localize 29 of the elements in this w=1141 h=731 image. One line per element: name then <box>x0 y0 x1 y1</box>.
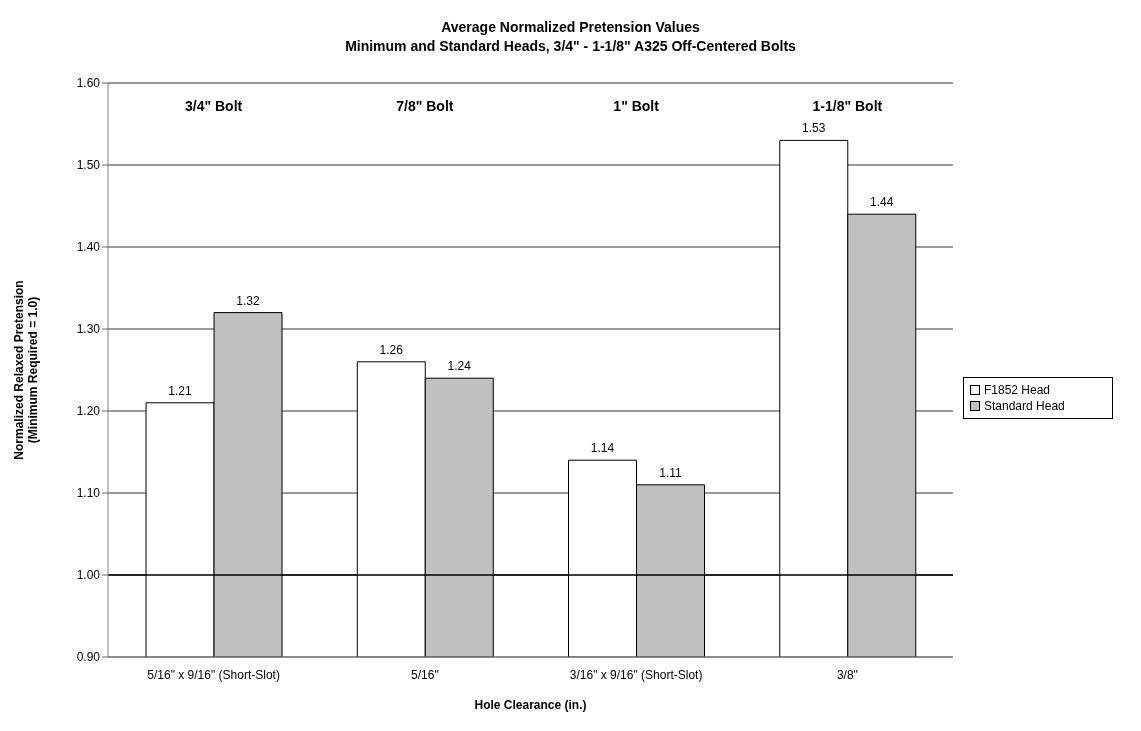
legend-label: Standard Head <box>984 398 1065 414</box>
y-tick-label: 1.30 <box>76 322 101 337</box>
x-tick-label: 5/16" <box>411 668 439 682</box>
data-label: 1.24 <box>447 359 472 374</box>
data-label: 1.32 <box>236 293 261 308</box>
x-tick-label: 3/16" x 9/16" (Short-Slot) <box>569 668 703 682</box>
annotation: 7/8" Bolt <box>396 98 454 114</box>
annotation: 3/4" Bolt <box>185 98 243 114</box>
y-tick-label: 1.60 <box>76 76 101 91</box>
y-tick-label: 1.50 <box>76 158 101 173</box>
annotation: 1" Bolt <box>613 98 660 114</box>
data-label: 1.11 <box>659 465 683 480</box>
legend-label: F1852 Head <box>984 382 1051 398</box>
x-tick-label: 5/16" x 9/16" (Short-Slot) <box>147 668 280 682</box>
y-tick-label: 0.90 <box>76 650 101 665</box>
y-tick-label: 1.00 <box>76 568 101 583</box>
x-axis-title: Hole Clearance (in.) <box>474 698 587 712</box>
data-label: 1.44 <box>870 195 894 210</box>
x-tick-label: 3/8" <box>836 668 858 682</box>
y-tick-label: 1.10 <box>76 486 101 501</box>
data-label: 1.21 <box>168 383 193 398</box>
data-label: 1.26 <box>379 342 404 357</box>
y-tick-label: 1.40 <box>76 240 101 255</box>
annotation: 1-1/8" Bolt <box>812 98 883 114</box>
data-label: 1.14 <box>590 441 615 456</box>
y-tick-label: 1.20 <box>76 404 101 419</box>
y-axis-title: Normalized Relaxed Pretension (Minimum Required = 1.0) <box>12 280 40 460</box>
data-label: 1.53 <box>802 121 826 136</box>
chart-title: Average Normalized Pretension Values Minimum and Standard Heads, 3/4" - 1-1/8" A325 Off-Centered Bolts <box>344 18 797 56</box>
